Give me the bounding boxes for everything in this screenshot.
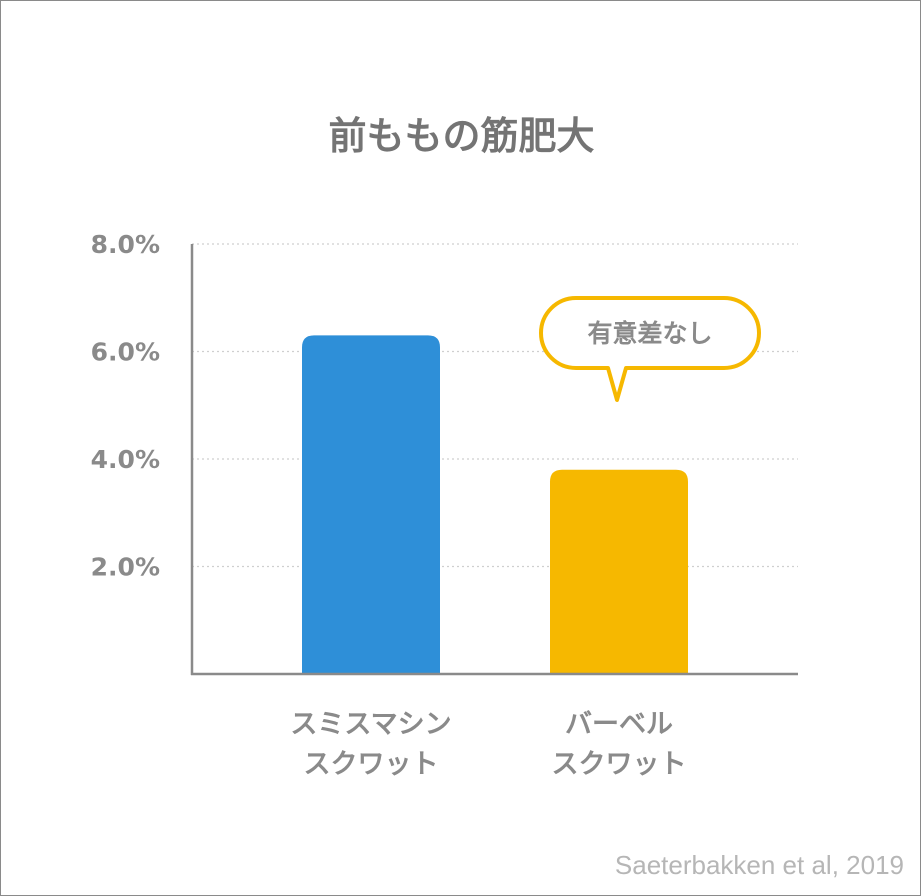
bars bbox=[302, 335, 688, 674]
y-tick-label: 6.0% bbox=[91, 338, 160, 367]
y-tick-label: 2.0% bbox=[91, 553, 160, 582]
y-tick-label: 8.0% bbox=[91, 230, 160, 259]
category-label: スクワット bbox=[552, 749, 687, 780]
category-label: バーベル bbox=[565, 709, 673, 740]
axes bbox=[190, 244, 798, 676]
category-label: スクワット bbox=[304, 749, 439, 780]
y-axis-ticks: 2.0% 4.0% 6.0% 8.0% bbox=[91, 230, 160, 582]
category-label: スミスマシン bbox=[290, 709, 451, 740]
callout-text: 有意差なし bbox=[587, 319, 712, 348]
y-tick-label: 4.0% bbox=[91, 445, 160, 474]
grid-lines bbox=[192, 243, 798, 568]
callout-bubble bbox=[539, 296, 761, 402]
source-citation: Saeterbakken et al, 2019 bbox=[614, 850, 904, 880]
bar-1 bbox=[302, 335, 440, 674]
significance-callout: 有意差なし bbox=[539, 296, 761, 402]
chart-title: 前ももの筋肥大 bbox=[328, 114, 595, 158]
bar-2 bbox=[550, 469, 688, 674]
